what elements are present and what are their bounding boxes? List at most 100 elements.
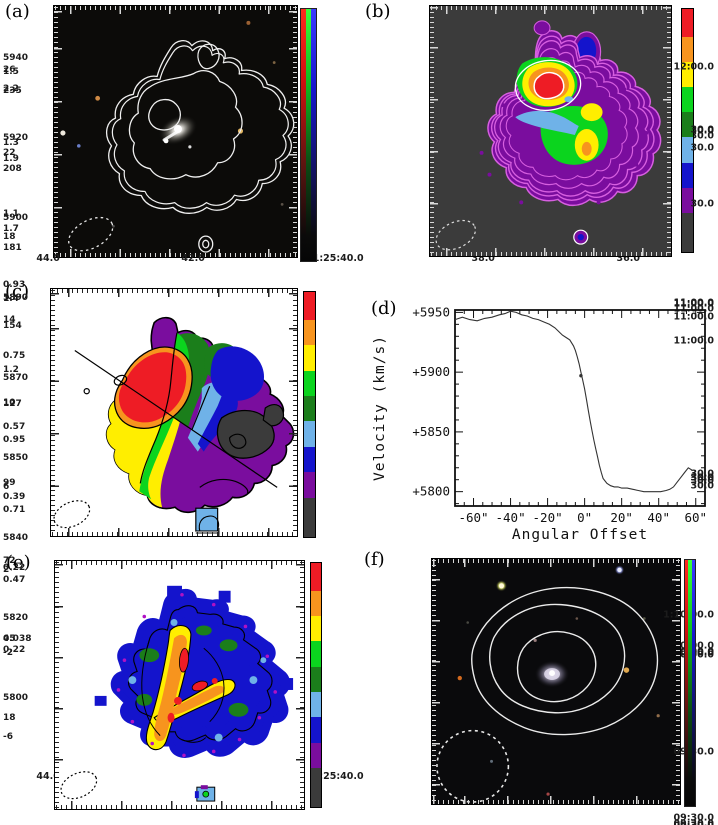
tick-label: 5850 (3, 452, 29, 463)
small-circle-marker (83, 387, 90, 395)
svg-text:-20": -20" (533, 510, 563, 525)
colorbar-segment (311, 590, 321, 617)
tick-label: 12:00.0 (673, 61, 714, 73)
tick-label: 0.22 (3, 563, 26, 574)
tick-label: 72 (3, 556, 16, 566)
panel-d-label: (d) (371, 298, 397, 319)
tick-label: 30.0 (690, 472, 714, 484)
tick-label: 0.75 (3, 350, 26, 361)
panel-e-plot (54, 560, 305, 810)
tick-label: 30.0 (690, 130, 714, 142)
bottom-source-blob (573, 229, 589, 245)
kinematic-major-axis-line (74, 350, 278, 488)
tick-label: 0.47 (3, 574, 26, 585)
colorbar-segment (304, 319, 315, 346)
tick-label: 26 (3, 65, 16, 76)
colorbar-segment (311, 616, 321, 642)
colorbar-segment (304, 396, 315, 422)
svg-text:20": 20" (610, 510, 633, 525)
beam-ellipse (435, 219, 477, 251)
velocity-dispersion-map (55, 561, 304, 809)
tick-label: 30.0 (690, 468, 714, 480)
tick-label: 30.0 (690, 472, 714, 484)
tick-label: 0.57 (3, 421, 26, 432)
panel-e-colorbar (310, 562, 322, 808)
svg-text:Angular Offset: Angular Offset (512, 527, 648, 543)
colorbar-segment (311, 742, 321, 768)
panel-a-colorbar-labels: 1.5 1.3 1.1 0.93 0.75 0.57 0.39 0.22 0.038 (0, 67, 36, 645)
tick-label: 42.0 (181, 253, 205, 264)
tick-label: 09:30.0 (674, 820, 714, 825)
colorbar-segment (304, 292, 315, 320)
tick-label: 1.4 (3, 294, 19, 305)
co-contours (470, 586, 659, 736)
panel-c-plot (50, 288, 298, 537)
svg-text:-60": -60" (458, 510, 488, 525)
tick-label: 1.1 (3, 208, 19, 219)
colorbar-segment (311, 717, 321, 743)
colorbar-segment (304, 497, 315, 538)
tick-label: 18 (3, 712, 16, 723)
tick-label: 38.0 (471, 253, 495, 264)
svg-text:+5800: +5800 (412, 484, 450, 499)
edge-specks (479, 87, 649, 205)
colorbar-blue-strip (311, 9, 316, 261)
colorbar-segment (304, 472, 315, 498)
tick-label: 5890 (3, 292, 29, 303)
colorbar-segment (682, 112, 693, 138)
tick-label: 44.0 (36, 253, 60, 264)
svg-text:40": 40" (647, 510, 670, 525)
tick-label: 22 (3, 148, 16, 159)
tick-label: 6 (3, 481, 10, 492)
tick-label: 5870 (3, 372, 29, 383)
tick-label: 11:00.0 (673, 298, 714, 310)
tick-label: 30.0 (690, 480, 714, 492)
colorbar-blue-strip (691, 560, 695, 806)
dispersion-blob (94, 585, 294, 758)
dispersion-contours (141, 640, 225, 743)
colorbar-segment (311, 563, 321, 591)
tick-label: 36.0 (616, 253, 640, 264)
colorbar-segment (311, 691, 321, 718)
tick-label: 0.22 (3, 645, 26, 656)
tick-label: 1.5 (3, 66, 19, 77)
integrated-intensity-map (430, 6, 671, 256)
tick-label: 208 (3, 164, 22, 175)
tick-label: 11:00.0 (673, 335, 714, 347)
hi-contours (106, 40, 295, 253)
colorbar-segment (682, 187, 693, 214)
optical-image-with-co-contours (432, 559, 680, 804)
colorbar-green-strip (306, 9, 311, 261)
tick-label: 2.2 (3, 84, 19, 95)
tick-label: 30.0 (690, 124, 714, 136)
center-ellipse-marker (113, 374, 128, 386)
tick-label: 5800 (3, 692, 29, 703)
colorbar-green-strip (688, 560, 692, 806)
tick-label: -6 (3, 731, 13, 742)
velocity-field-map (51, 289, 297, 536)
tick-label: 1.9 (3, 154, 19, 165)
colorbar-segment (304, 345, 315, 371)
colorbar-segment (682, 36, 693, 62)
tick-label: 44.0 (36, 771, 60, 782)
colorbar-segment (682, 61, 693, 88)
tick-label: 5900 (3, 212, 29, 223)
background-stars (457, 564, 660, 796)
svg-text:Velocity (km/s): Velocity (km/s) (372, 335, 388, 481)
tick-label: 30.0 (690, 475, 714, 487)
tick-label: 18 (3, 231, 16, 242)
colorbar-segment (304, 446, 315, 473)
tick-label: 0.93 (3, 279, 26, 290)
colorbar-segment (311, 641, 321, 667)
colorbar-segment (682, 162, 693, 188)
panel-a-colorbar (300, 8, 317, 262)
colorbar-segment (682, 213, 693, 253)
tick-label: 99 (3, 477, 16, 488)
tick-label: 1.3 (3, 137, 19, 148)
tick-label: 5820 (3, 612, 29, 623)
tick-label: 5840 (3, 532, 29, 543)
central-galaxy (534, 660, 570, 688)
colorbar-segment (682, 9, 693, 37)
tick-label: 235 (3, 85, 22, 96)
tick-label: 181 (3, 242, 22, 253)
